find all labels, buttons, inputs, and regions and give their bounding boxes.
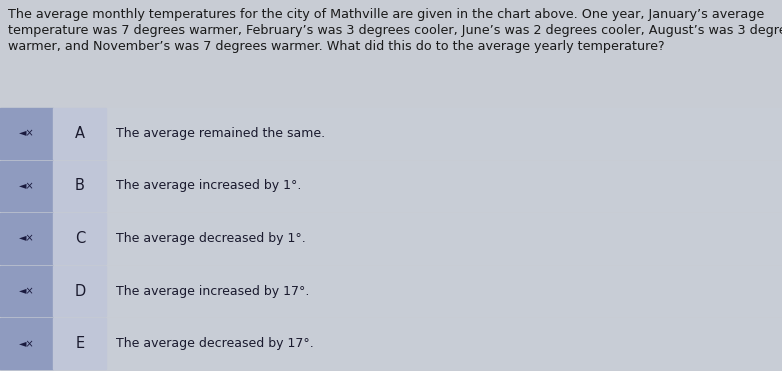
Bar [53, 213, 106, 264]
Bar [0, 161, 53, 211]
Bar [0, 108, 53, 158]
Text: warmer, and November’s was 7 degrees warmer. What did this do to the average yea: warmer, and November’s was 7 degrees war… [8, 40, 665, 53]
Text: temperature was 7 degrees warmer, February’s was 3 degrees cooler, June’s was 2 : temperature was 7 degrees warmer, Februa… [8, 24, 782, 37]
Bar [0, 108, 782, 158]
Text: The average monthly temperatures for the city of Mathville are given in the char: The average monthly temperatures for the… [8, 8, 764, 21]
Text: The average decreased by 17°.: The average decreased by 17°. [117, 337, 314, 350]
Text: ◄×: ◄× [19, 181, 34, 191]
Text: B: B [75, 178, 84, 193]
Text: The average remained the same.: The average remained the same. [117, 127, 325, 140]
Text: ◄×: ◄× [19, 339, 34, 349]
Bar [53, 108, 106, 158]
Bar [0, 213, 782, 264]
Text: ◄×: ◄× [19, 286, 34, 296]
Text: E: E [75, 336, 84, 351]
Bar [0, 213, 53, 264]
Text: The average increased by 1°.: The average increased by 1°. [117, 180, 302, 193]
Text: The average increased by 17°.: The average increased by 17°. [117, 285, 310, 298]
Bar [53, 318, 106, 369]
Text: The average decreased by 1°.: The average decreased by 1°. [117, 232, 306, 245]
Bar [0, 266, 782, 316]
Bar [53, 161, 106, 211]
Text: D: D [74, 283, 85, 299]
Text: A: A [75, 126, 84, 141]
Bar [0, 266, 53, 316]
Bar [0, 318, 782, 369]
Text: ◄×: ◄× [19, 233, 34, 243]
Bar [53, 266, 106, 316]
Text: ◄×: ◄× [19, 128, 34, 138]
Text: C: C [74, 231, 85, 246]
Bar [0, 161, 782, 211]
Bar [0, 318, 53, 369]
